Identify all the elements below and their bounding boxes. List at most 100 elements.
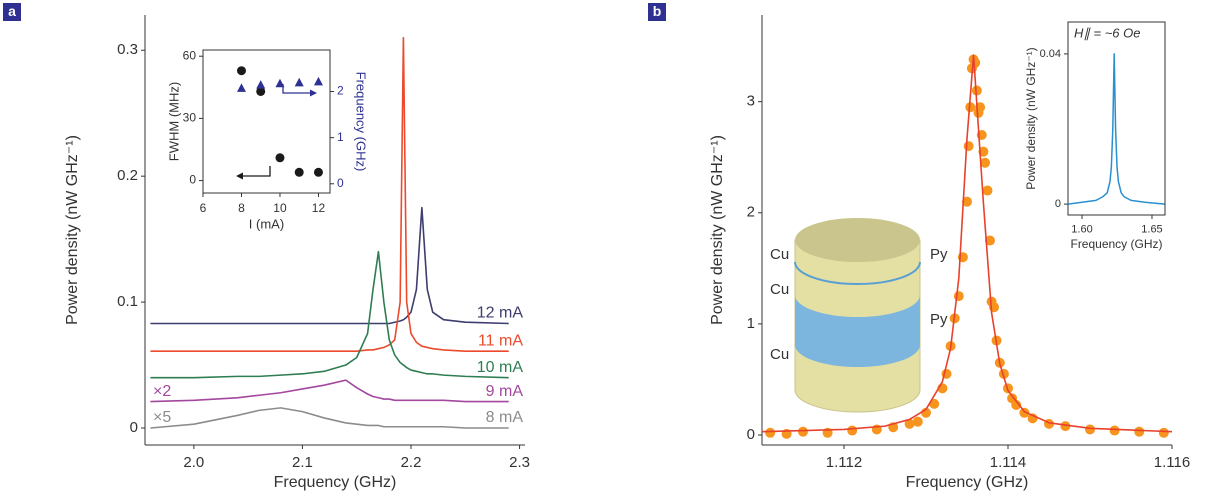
scale-factor: ×2 xyxy=(153,383,171,400)
data-point xyxy=(236,66,246,76)
data-point xyxy=(953,291,964,302)
data-point xyxy=(275,78,285,88)
y-tick-label: 0 xyxy=(130,419,138,436)
panel-label: a xyxy=(8,3,16,19)
data-point xyxy=(904,418,915,429)
annotation: H∥ = ~6 Oe xyxy=(1074,25,1140,40)
y-tick-label: 30 xyxy=(183,111,197,125)
series-line xyxy=(150,206,509,325)
y2-tick-label: 0 xyxy=(337,176,344,190)
y-tick-label: 0.3 xyxy=(117,41,138,58)
data-point xyxy=(294,77,304,87)
data-point xyxy=(962,196,972,207)
y-tick-label: 0 xyxy=(1055,198,1061,210)
x-tick-label: 2.0 xyxy=(183,454,204,471)
panel-badge xyxy=(3,3,21,21)
x-tick-label: 6 xyxy=(200,201,207,215)
x-tick-label: 1.114 xyxy=(990,454,1026,471)
x-tick-label: 1.116 xyxy=(1154,454,1190,471)
series-label: 12 mA xyxy=(477,305,524,322)
series-label: 9 mA xyxy=(486,383,524,400)
data-point xyxy=(1060,421,1071,432)
y2-axis-label: Frequency (GHz) xyxy=(354,72,369,172)
layer-label: Cu xyxy=(770,281,789,298)
data-point xyxy=(1109,425,1120,436)
series-label: 10 mA xyxy=(477,359,524,376)
x-tick-label: 10 xyxy=(273,201,287,215)
x-axis-label: Frequency (GHz) xyxy=(906,474,1029,491)
x-tick-label: 1.112 xyxy=(826,454,862,471)
x-tick-label: 2.2 xyxy=(401,454,422,471)
data-point xyxy=(971,85,982,96)
series-line xyxy=(1067,53,1165,205)
data-point xyxy=(313,76,323,86)
data-point xyxy=(236,83,246,92)
data-point xyxy=(984,235,995,246)
series-line xyxy=(150,407,509,429)
y2-tick-label: 1 xyxy=(337,130,344,144)
data-point xyxy=(256,86,266,96)
y-tick-label: 0.2 xyxy=(117,167,138,184)
x-tick-label: 1.60 xyxy=(1071,224,1092,236)
plot-frame xyxy=(202,49,331,194)
y-tick-label: 0 xyxy=(189,173,196,187)
layer-label: Cu xyxy=(770,246,789,263)
y-axis-label: Power density (nW GHz⁻¹) xyxy=(1024,47,1038,189)
y-axis-label: Power density (nW GHz⁻¹) xyxy=(64,135,81,325)
device-diagram: Cu Cu Cu Py Py xyxy=(770,218,948,413)
data-point xyxy=(980,157,991,168)
data-point xyxy=(1158,427,1169,438)
axis-arrows xyxy=(236,84,317,180)
arrow-left xyxy=(240,166,271,177)
x-tick-label: 8 xyxy=(238,201,245,215)
plot-frame xyxy=(1067,21,1166,216)
series-line xyxy=(150,36,509,352)
data-point xyxy=(982,185,993,196)
y-axis-label: FWHM (MHz) xyxy=(166,82,181,161)
x-tick-label: 2.1 xyxy=(292,454,313,471)
series-label: 8 mA xyxy=(486,409,524,426)
series-line xyxy=(761,54,1173,433)
y-tick-label: 60 xyxy=(183,48,197,62)
py-thin-layer xyxy=(794,261,921,285)
data-point xyxy=(929,398,940,409)
data-point xyxy=(275,153,285,163)
x-tick-label: 12 xyxy=(312,201,326,215)
x-axis-label: Frequency (GHz) xyxy=(274,474,397,491)
data-point xyxy=(847,425,858,436)
data-point xyxy=(765,427,776,438)
y-tick-label: 1 xyxy=(747,315,755,332)
series-label: 11 mA xyxy=(478,332,523,349)
data-point xyxy=(256,80,266,89)
y-tick-label: 3 xyxy=(747,93,755,110)
y-tick-label: 0.04 xyxy=(1040,48,1061,60)
arrowhead xyxy=(236,172,243,180)
data-point xyxy=(798,426,808,437)
y2-tick-label: 2 xyxy=(337,84,344,98)
layer-label: Py xyxy=(930,311,948,328)
data-point xyxy=(313,167,323,177)
y-tick-label: 0 xyxy=(747,426,755,443)
panel-label: b xyxy=(653,3,662,19)
y-tick-label: 0.1 xyxy=(117,293,138,310)
data-point xyxy=(965,102,976,113)
arrowhead xyxy=(310,89,317,97)
x-tick-label: 1.65 xyxy=(1141,224,1162,236)
y-axis-label: Power density (nW GHz⁻¹) xyxy=(709,135,726,325)
data-point xyxy=(1134,426,1145,437)
scale-factor: ×5 xyxy=(153,409,171,426)
data-point xyxy=(1011,400,1022,410)
series-line xyxy=(150,250,509,379)
x-tick-label: 2.3 xyxy=(509,454,530,471)
y-tick-label: 2 xyxy=(747,204,755,221)
cylinder-top xyxy=(795,218,920,262)
panel-badge xyxy=(648,3,666,21)
data-point xyxy=(963,141,974,152)
series-line xyxy=(150,379,509,403)
data-point xyxy=(294,167,304,177)
data-point xyxy=(970,57,981,68)
layer-label: Cu xyxy=(770,346,789,363)
data-point xyxy=(912,416,923,427)
x-axis-label: Frequency (GHz) xyxy=(1070,237,1162,251)
